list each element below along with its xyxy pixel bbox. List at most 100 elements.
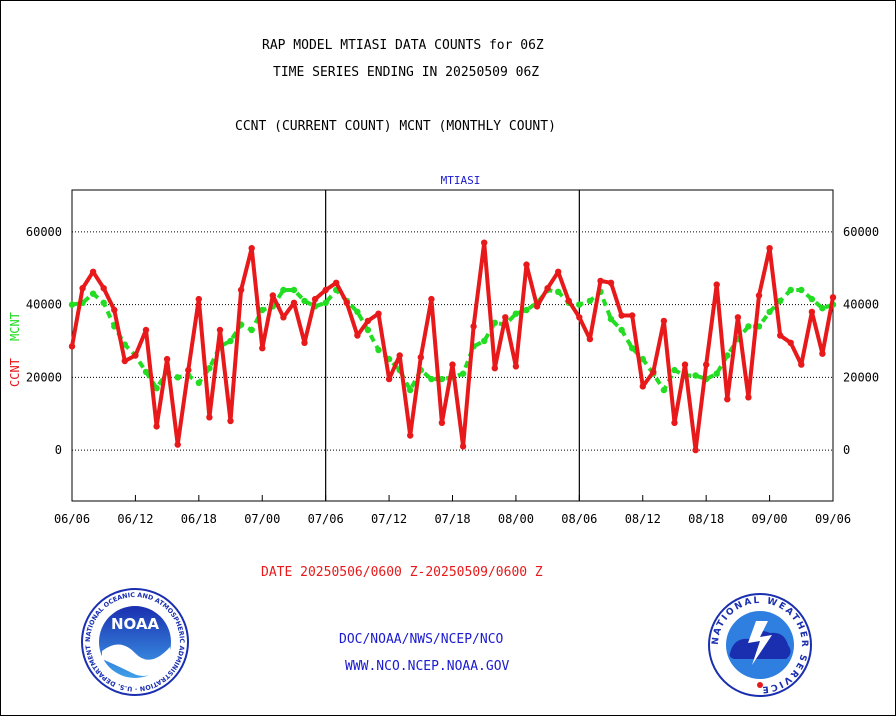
date-range-label: DATE 20250506/0600 Z-20250509/0600 Z <box>261 565 543 580</box>
y-tick-label-left: 20000 <box>26 370 62 384</box>
point-mcnt <box>227 337 234 345</box>
x-tick-label: 06/06 <box>54 512 90 526</box>
point-ccnt <box>703 361 710 368</box>
point-ccnt <box>206 414 213 421</box>
point-ccnt <box>259 345 266 352</box>
point-mcnt <box>407 386 414 394</box>
panel-title: MTIASI <box>441 174 481 187</box>
chart-title-line1: RAP MODEL MTIASI DATA COUNTS for 06Z <box>262 38 544 53</box>
point-ccnt <box>470 323 477 330</box>
point-mcnt <box>555 288 562 295</box>
point-ccnt <box>671 419 678 426</box>
x-tick-label: 08/12 <box>625 512 661 526</box>
nws-logo: NATIONAL WEATHER SERVICE <box>708 593 812 697</box>
point-ccnt <box>237 286 245 294</box>
point-ccnt <box>396 352 403 359</box>
point-ccnt <box>639 383 646 390</box>
point-mcnt <box>576 301 583 308</box>
point-mcnt <box>660 386 668 394</box>
point-mcnt <box>322 299 329 306</box>
point-mcnt <box>523 306 530 314</box>
point-ccnt <box>681 361 689 368</box>
point-ccnt <box>787 339 794 346</box>
point-mcnt <box>153 385 160 392</box>
point-ccnt <box>322 286 329 294</box>
point-ccnt <box>523 261 530 268</box>
point-ccnt <box>174 441 181 448</box>
point-mcnt <box>174 374 181 381</box>
y-tick-label-left: 60000 <box>26 225 62 239</box>
point-mcnt <box>787 286 794 294</box>
point-ccnt <box>438 419 446 426</box>
point-ccnt <box>555 268 562 275</box>
x-tick-label: 06/12 <box>117 512 153 526</box>
point-ccnt <box>343 299 350 306</box>
x-tick-label: 08/06 <box>561 512 597 526</box>
series-line-ccnt <box>70 240 835 453</box>
point-ccnt <box>755 292 763 299</box>
point-ccnt <box>544 285 551 292</box>
point-mcnt <box>618 326 625 334</box>
point-ccnt <box>68 343 76 350</box>
point-ccnt <box>185 366 192 374</box>
point-mcnt <box>100 299 107 306</box>
x-tick-label: 08/00 <box>498 512 534 526</box>
point-mcnt <box>142 368 150 376</box>
y-tick-label-right: 0 <box>843 443 850 457</box>
org-line: DOC/NOAA/NWS/NCEP/NCO <box>339 632 504 647</box>
point-ccnt <box>89 268 97 275</box>
x-tick-label: 07/00 <box>244 512 280 526</box>
point-ccnt <box>512 363 520 370</box>
point-ccnt <box>533 303 541 310</box>
x-tick-label: 09/00 <box>752 512 788 526</box>
point-mcnt <box>354 308 361 316</box>
point-mcnt <box>713 370 720 377</box>
point-ccnt <box>121 357 128 365</box>
point-mcnt <box>724 352 731 359</box>
point-mcnt <box>586 297 594 305</box>
y-tick-label-right: 40000 <box>843 298 879 312</box>
point-mcnt <box>639 355 646 363</box>
point-ccnt <box>829 294 837 301</box>
point-ccnt <box>163 355 171 363</box>
point-ccnt <box>111 306 118 314</box>
chart-subtitle: CCNT (CURRENT COUNT) MCNT (MONTHLY COUNT… <box>235 119 556 134</box>
point-mcnt <box>512 310 520 317</box>
point-ccnt <box>354 332 361 339</box>
point-mcnt <box>745 323 752 330</box>
point-mcnt <box>301 297 308 305</box>
point-ccnt <box>660 317 668 325</box>
point-mcnt <box>808 295 816 303</box>
point-ccnt <box>734 314 742 321</box>
point-mcnt <box>777 297 784 305</box>
x-tick-label: 07/06 <box>308 512 344 526</box>
y-tick-label-left: 40000 <box>26 298 62 312</box>
point-ccnt <box>290 299 298 306</box>
point-ccnt <box>692 446 699 454</box>
point-ccnt <box>100 285 107 292</box>
point-ccnt <box>364 317 372 325</box>
plot-frame <box>71 189 834 502</box>
y-axis-label-ccnt: CCNT <box>8 358 22 387</box>
x-tick-label: 06/18 <box>181 512 217 526</box>
point-ccnt <box>333 279 340 286</box>
point-ccnt <box>248 245 255 252</box>
point-mcnt <box>491 319 498 326</box>
point-ccnt <box>195 295 202 303</box>
point-ccnt <box>819 350 826 357</box>
point-ccnt <box>216 326 224 334</box>
point-mcnt <box>280 286 287 294</box>
point-mcnt <box>428 375 435 383</box>
y-axis-label-mcnt: MCNT <box>8 312 22 341</box>
point-mcnt <box>607 315 615 323</box>
point-ccnt <box>132 352 139 359</box>
x-tick-label: 07/12 <box>371 512 407 526</box>
point-ccnt <box>153 423 160 430</box>
point-ccnt <box>745 394 752 401</box>
point-mcnt <box>766 308 773 316</box>
point-ccnt <box>79 285 86 292</box>
point-ccnt <box>777 332 784 339</box>
point-ccnt <box>713 281 720 288</box>
point-ccnt <box>407 432 414 439</box>
